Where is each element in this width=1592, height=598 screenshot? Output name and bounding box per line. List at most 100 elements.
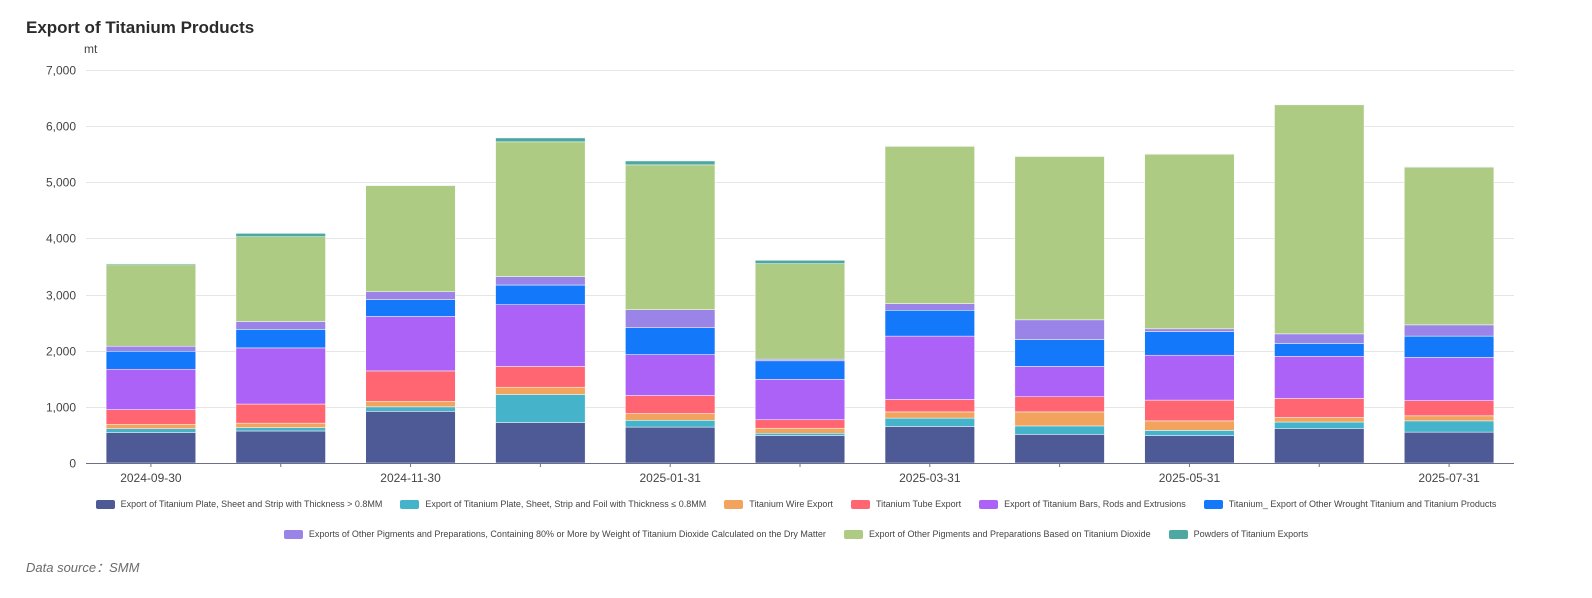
bar-segment bbox=[1014, 319, 1105, 340]
bar-segment bbox=[625, 309, 716, 328]
bar-segment bbox=[235, 329, 326, 349]
bar-segment bbox=[884, 411, 975, 419]
bar-segment bbox=[625, 354, 716, 396]
bar-stack bbox=[495, 137, 586, 464]
bar-stack bbox=[1014, 155, 1105, 464]
legend-item[interactable]: Titanium Wire Export bbox=[724, 499, 833, 509]
bar-segment bbox=[1274, 421, 1365, 430]
legend-item[interactable]: Export of Titanium Plate, Sheet and Stri… bbox=[95, 499, 383, 509]
bar-segment bbox=[884, 145, 975, 147]
y-tick-label: 6,000 bbox=[46, 120, 76, 134]
legend-label: Titanium_ Export of Other Wrought Titani… bbox=[1228, 499, 1497, 509]
chart-title: Export of Titanium Products bbox=[26, 18, 255, 37]
bar-stack bbox=[365, 184, 456, 464]
legend-item[interactable]: Export of Titanium Plate, Sheet, Strip a… bbox=[400, 499, 706, 509]
bar-segment bbox=[1014, 155, 1105, 157]
legend-swatch bbox=[1203, 499, 1223, 509]
legend-label: Titanium Tube Export bbox=[875, 499, 962, 509]
legend-swatch bbox=[843, 529, 863, 539]
bar-segment bbox=[495, 137, 586, 143]
bar-segment bbox=[754, 379, 846, 421]
bar-segment bbox=[1274, 104, 1365, 335]
bar-segment bbox=[495, 394, 586, 423]
bar-segment bbox=[235, 236, 326, 322]
bar-segment bbox=[625, 413, 716, 421]
legend-item[interactable]: Export of Other Pigments and Preparation… bbox=[843, 529, 1151, 539]
bar-segment bbox=[105, 368, 196, 410]
bar-segment bbox=[884, 426, 975, 464]
legend-label: Export of Titanium Plate, Sheet and Stri… bbox=[120, 499, 383, 509]
bar-segment bbox=[754, 427, 846, 434]
x-axis-ticks: 2024-09-30 2024-11-30 2025-01-31 2025-03-31… bbox=[120, 463, 1480, 485]
legend-label: Export of Titanium Plate, Sheet, Strip a… bbox=[425, 499, 707, 509]
bar-segment bbox=[1404, 415, 1495, 422]
legend-item[interactable]: Titanium_ Export of Other Wrought Titani… bbox=[1203, 499, 1497, 509]
bar-segment bbox=[884, 335, 975, 400]
bar-segment bbox=[754, 358, 846, 362]
bar-segment bbox=[1404, 166, 1495, 168]
bar-segment bbox=[105, 428, 196, 433]
bar-segment bbox=[105, 424, 196, 430]
legend-swatch bbox=[850, 499, 870, 509]
legend-swatch bbox=[1168, 529, 1188, 539]
bar-segment bbox=[235, 347, 326, 405]
bar-segment bbox=[1014, 366, 1105, 398]
bar-segment bbox=[235, 430, 326, 464]
bar-segment bbox=[884, 146, 975, 304]
bar-segment bbox=[754, 263, 846, 360]
bar-segment bbox=[884, 310, 975, 337]
bar-segment bbox=[1144, 153, 1235, 330]
y-tick-label: 0 bbox=[69, 457, 76, 471]
bar-segment bbox=[365, 370, 456, 402]
legend-item[interactable]: Titanium Tube Export bbox=[850, 499, 962, 509]
bar-segment bbox=[625, 420, 716, 428]
bar-segment bbox=[1274, 428, 1365, 464]
bar-segment bbox=[1144, 328, 1235, 332]
legend-swatch bbox=[400, 499, 420, 509]
bar-segment bbox=[754, 419, 846, 429]
bar-segment bbox=[365, 184, 456, 186]
x-tick-label: 2024-09-30 bbox=[120, 471, 182, 485]
bar-segment bbox=[1014, 434, 1105, 464]
x-tick-label: 2024-11-30 bbox=[380, 471, 441, 485]
bar-segment bbox=[495, 141, 586, 277]
bar-segment bbox=[365, 400, 456, 408]
legend-swatch bbox=[95, 499, 115, 509]
bar-segment bbox=[495, 284, 586, 305]
bar-segment bbox=[1144, 430, 1235, 436]
bar-segment bbox=[1144, 399, 1235, 422]
bar-segment bbox=[1404, 420, 1495, 433]
bar-segment bbox=[754, 260, 846, 264]
bar-stack bbox=[105, 263, 196, 464]
bar-segment bbox=[105, 432, 196, 464]
bar-segment bbox=[235, 427, 326, 432]
bar-segment bbox=[625, 160, 716, 166]
y-axis-ticks: 0 1,000 2,000 3,000 4,000 5,000 6,000 7,000 bbox=[46, 64, 76, 471]
legend-label: Titanium Wire Export bbox=[749, 499, 833, 509]
bar-segment bbox=[235, 233, 326, 237]
bar-segment bbox=[105, 409, 196, 425]
bar-segment bbox=[754, 432, 846, 436]
bar-segment bbox=[105, 345, 196, 352]
bar-segment bbox=[884, 303, 975, 311]
legend-item[interactable]: Export of Titanium Bars, Rods and Extrus… bbox=[979, 499, 1186, 509]
bar-segment bbox=[105, 351, 196, 370]
y-tick-label: 1,000 bbox=[46, 401, 76, 415]
legend-item[interactable]: Powders of Titanium Exports bbox=[1168, 529, 1309, 539]
bar-segment bbox=[1144, 153, 1235, 155]
y-tick-label: 2,000 bbox=[46, 345, 76, 359]
bar-segment bbox=[365, 411, 456, 464]
bar-segment bbox=[495, 304, 586, 367]
bar-segment bbox=[1274, 343, 1365, 357]
bar-segment bbox=[1274, 417, 1365, 423]
bar-segment bbox=[365, 406, 456, 412]
bar-segment bbox=[1014, 411, 1105, 427]
legend-label: Powders of Titanium Exports bbox=[1193, 529, 1309, 539]
bar-stack bbox=[1404, 166, 1495, 464]
bar-segment bbox=[495, 386, 586, 395]
bar-stack bbox=[625, 160, 716, 464]
legend-swatch bbox=[979, 499, 999, 509]
bar-segment bbox=[235, 403, 326, 424]
legend-item[interactable]: Exports of Other Pigments and Preparatio… bbox=[283, 529, 826, 539]
